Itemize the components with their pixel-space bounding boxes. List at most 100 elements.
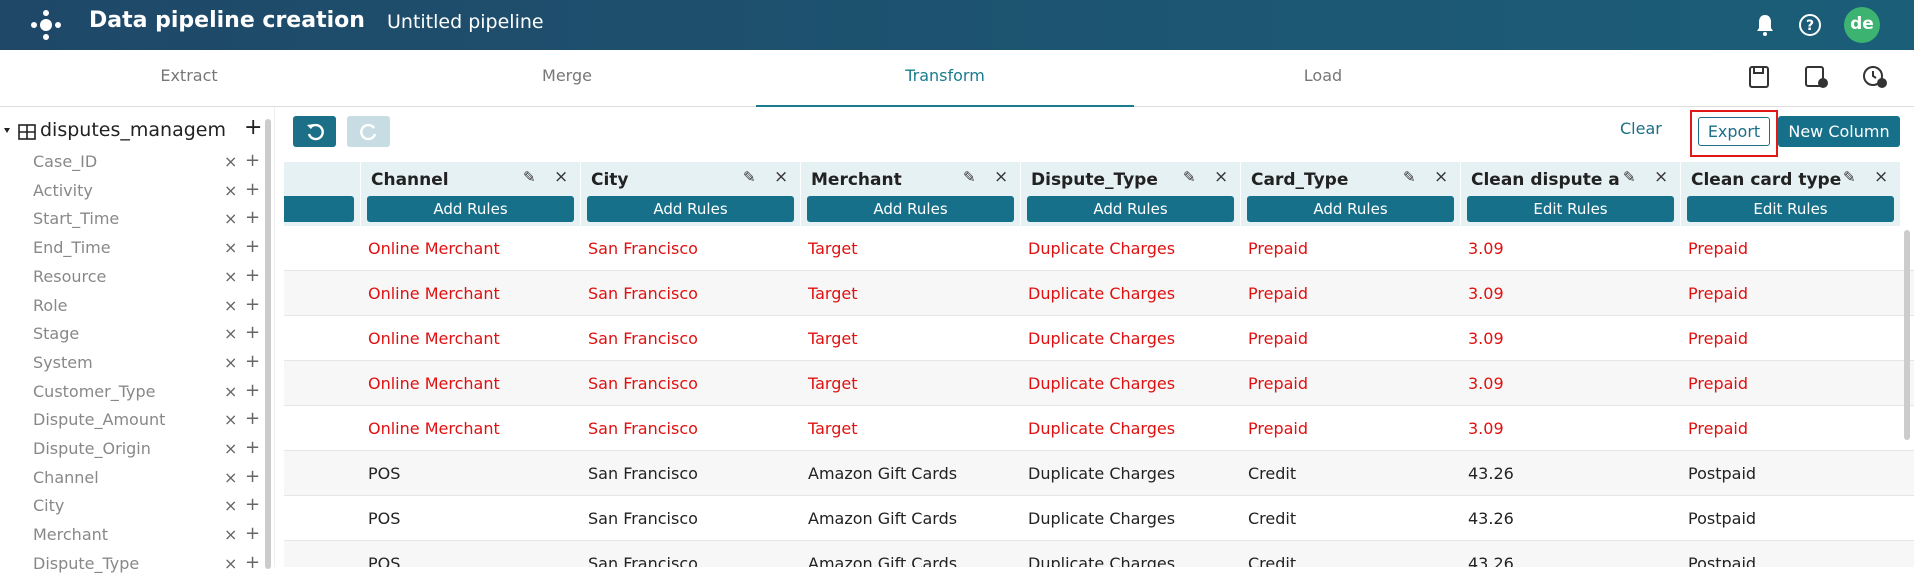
remove-icon[interactable]: ×: [224, 553, 238, 573]
remove-icon[interactable]: ×: [554, 167, 569, 187]
add-icon[interactable]: +: [245, 150, 261, 171]
user-avatar[interactable]: de: [1844, 7, 1880, 43]
table-scrollbar[interactable]: [1904, 230, 1910, 440]
add-icon[interactable]: +: [244, 115, 263, 140]
save-as-icon[interactable]: [1803, 64, 1829, 90]
app-title: Data pipeline creation: [89, 8, 365, 33]
edit-icon[interactable]: ✎: [963, 168, 976, 186]
column-item[interactable]: System: [33, 352, 93, 372]
svg-text:?: ?: [1806, 18, 1814, 34]
remove-icon[interactable]: ×: [224, 467, 238, 487]
add-icon[interactable]: +: [245, 178, 261, 200]
edit-icon[interactable]: ✎: [1183, 168, 1196, 186]
remove-icon[interactable]: ×: [224, 352, 238, 372]
export-button[interactable]: Export: [1698, 117, 1770, 146]
remove-icon[interactable]: ×: [1434, 167, 1449, 187]
add-icon[interactable]: +: [245, 207, 261, 229]
add-icon[interactable]: +: [245, 350, 261, 372]
remove-icon[interactable]: ×: [774, 167, 789, 187]
add-icon[interactable]: +: [245, 379, 261, 401]
rules-button[interactable]: [284, 196, 354, 222]
dataset-name[interactable]: disputes_managem: [40, 119, 226, 141]
rules-button[interactable]: Edit Rules: [1467, 196, 1674, 222]
add-icon[interactable]: +: [245, 465, 261, 487]
edit-icon[interactable]: ✎: [1843, 168, 1856, 186]
remove-icon[interactable]: ×: [224, 410, 238, 430]
remove-icon[interactable]: ×: [224, 381, 238, 401]
redo-button[interactable]: [347, 116, 390, 147]
table-cell: Duplicate Charges: [1028, 374, 1176, 393]
save-icon[interactable]: [1747, 64, 1771, 90]
add-icon[interactable]: +: [245, 264, 261, 286]
add-icon[interactable]: +: [245, 408, 261, 430]
data-table: Channel ✎ × Add Rules City ✎ × Add Rules Merchan…: [284, 162, 1914, 567]
column-item[interactable]: Activity: [33, 180, 93, 200]
column-item[interactable]: Case_ID: [33, 152, 98, 171]
column-item[interactable]: City: [33, 496, 65, 516]
column-item[interactable]: Merchant: [33, 525, 109, 545]
rules-button[interactable]: Add Rules: [1247, 196, 1454, 222]
tab[interactable]: Extract: [160, 66, 218, 85]
bell-icon[interactable]: [1754, 13, 1776, 37]
remove-icon[interactable]: ×: [224, 266, 238, 286]
clear-button[interactable]: Clear: [1620, 119, 1662, 138]
edit-icon[interactable]: ✎: [1403, 168, 1416, 186]
add-icon[interactable]: +: [245, 322, 261, 344]
help-icon[interactable]: ?: [1797, 12, 1823, 38]
scrollbar[interactable]: [265, 119, 271, 569]
column-name: Clean card type: [1691, 170, 1841, 190]
remove-icon[interactable]: ×: [994, 167, 1009, 187]
add-icon[interactable]: +: [245, 494, 261, 516]
rules-button[interactable]: Add Rules: [807, 196, 1014, 222]
column-item[interactable]: Role: [33, 295, 68, 315]
remove-icon[interactable]: ×: [224, 496, 238, 516]
remove-icon[interactable]: ×: [224, 525, 238, 545]
table-row: POS San Francisco Amazon Gift Cards Duplica…: [284, 541, 1914, 567]
column-item[interactable]: Stage: [33, 324, 80, 344]
tab[interactable]: Transform: [756, 50, 1134, 107]
column-item[interactable]: Resource: [33, 266, 107, 286]
remove-icon[interactable]: ×: [224, 209, 238, 229]
remove-icon[interactable]: ×: [224, 439, 238, 458]
column-item[interactable]: Dispute_Origin: [33, 439, 151, 458]
remove-icon[interactable]: ×: [1214, 167, 1229, 187]
column-item[interactable]: Start_Time: [33, 209, 120, 229]
tab[interactable]: Load: [1303, 66, 1343, 85]
table-cell: Prepaid: [1248, 329, 1308, 348]
table-cell: Postpaid: [1688, 509, 1757, 528]
column-name: Merchant: [811, 170, 902, 190]
table-cell: Prepaid: [1248, 374, 1308, 393]
column-item[interactable]: Channel: [33, 467, 99, 487]
schedule-icon[interactable]: [1861, 64, 1889, 90]
remove-icon[interactable]: ×: [224, 324, 238, 344]
add-icon[interactable]: +: [245, 551, 261, 573]
rules-button[interactable]: Edit Rules: [1687, 196, 1894, 222]
remove-icon[interactable]: ×: [1654, 167, 1669, 187]
column-item[interactable]: Dispute_Amount: [33, 410, 166, 430]
column-item[interactable]: Dispute_Type: [33, 553, 140, 573]
remove-icon[interactable]: ×: [224, 238, 238, 258]
remove-icon[interactable]: ×: [224, 152, 238, 171]
column-item[interactable]: End_Time: [33, 238, 111, 258]
column-item[interactable]: Customer_Type: [33, 381, 156, 401]
rules-button[interactable]: Add Rules: [1027, 196, 1234, 222]
edit-icon[interactable]: ✎: [743, 168, 756, 186]
add-icon[interactable]: +: [245, 236, 261, 258]
tab[interactable]: Merge: [542, 66, 592, 85]
table-row: Online Merchant San Francisco Target Duplic…: [284, 406, 1914, 451]
add-icon[interactable]: +: [245, 523, 261, 545]
remove-icon[interactable]: ×: [1874, 167, 1889, 187]
table-cell: POS: [368, 464, 401, 483]
rules-button[interactable]: Add Rules: [367, 196, 574, 222]
remove-icon[interactable]: ×: [224, 180, 238, 200]
add-icon[interactable]: +: [245, 437, 261, 458]
rules-button[interactable]: Add Rules: [587, 196, 794, 222]
undo-button[interactable]: [293, 116, 336, 147]
add-icon[interactable]: +: [245, 293, 261, 315]
edit-icon[interactable]: ✎: [523, 168, 536, 186]
new-column-button[interactable]: New Column: [1778, 116, 1900, 147]
pipeline-name[interactable]: Untitled pipeline: [387, 11, 544, 33]
table-cell: Credit: [1248, 464, 1297, 483]
edit-icon[interactable]: ✎: [1623, 168, 1636, 186]
remove-icon[interactable]: ×: [224, 295, 238, 315]
